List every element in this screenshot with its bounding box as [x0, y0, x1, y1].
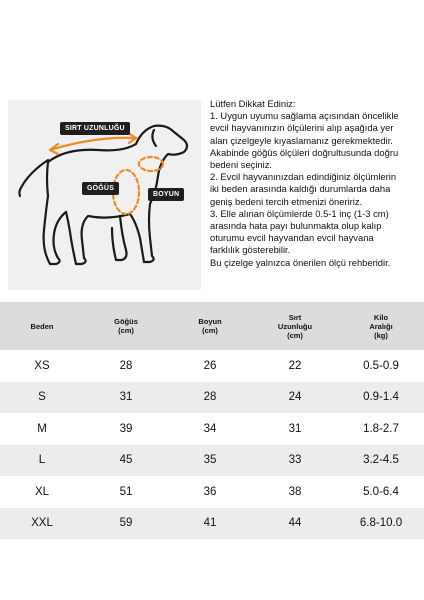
- table-row: XS 28 26 22 0.5-0.9: [0, 350, 424, 382]
- header-neck: Boyun (cm): [198, 317, 222, 335]
- cell-chest: 51: [119, 485, 133, 498]
- notes-line: geniş bedeni tercih etmenizi öneririz.: [210, 195, 363, 207]
- notes-line: Bu çizelge yalnızca önerilen ölçü rehber…: [210, 256, 391, 268]
- cell-weight: 6.8-10.0: [359, 517, 403, 530]
- cell-back-length: 31: [288, 422, 302, 435]
- cell-neck: 28: [203, 391, 217, 404]
- cell-neck: 26: [203, 359, 217, 372]
- cell-weight: 3.2-4.5: [363, 454, 399, 467]
- cell-back-length: 33: [288, 454, 302, 467]
- cell-chest: 39: [119, 422, 133, 435]
- table-body: XS 28 26 22 0.5-0.9 S 31 28 24 0.9-1.4 M…: [0, 350, 424, 539]
- cell-back-length: 38: [288, 485, 302, 498]
- dog-measurement-diagram: SIRT UZUNLUĞU GÖĞÜS BOYUN: [8, 100, 201, 290]
- header-size: Beden: [30, 321, 54, 331]
- cell-size: XL: [34, 485, 50, 498]
- cell-size: XS: [34, 359, 50, 372]
- cell-chest: 45: [119, 454, 133, 467]
- table-row: XL 51 36 38 5.0-6.4: [0, 476, 424, 508]
- notes-title: Lütfen Dikkat Ediniz:: [210, 98, 296, 109]
- notes-line: 2. Evcil hayvanınızdan edindiğiniz ölçüm…: [210, 171, 397, 183]
- notes-line: 1. Uygun uyumu sağlama açısından öncelik…: [210, 110, 399, 122]
- table-row: L 45 35 33 3.2-4.5: [0, 444, 424, 476]
- notes-line: oturumu evcil hayvandan evcil hayvana: [210, 232, 374, 244]
- notes-line: iki beden arasında kaldığı durumlarda da…: [210, 183, 391, 195]
- cell-back-length: 44: [288, 517, 302, 530]
- cell-neck: 36: [203, 485, 217, 498]
- cell-neck: 41: [203, 517, 217, 530]
- cell-weight: 0.9-1.4: [363, 391, 399, 404]
- cell-chest: 59: [119, 517, 133, 530]
- cell-size: XXL: [31, 517, 53, 530]
- notes-line: farklılık gösterebilir.: [210, 244, 291, 256]
- neck-tag: BOYUN: [148, 188, 185, 201]
- size-chart-table: Beden Göğüs (cm) Boyun (cm) Sırt Uzunluğ…: [0, 302, 424, 539]
- header-weight-range: Kilo Aralığı (kg): [369, 312, 393, 340]
- header-row: Beden Göğüs (cm) Boyun (cm) Sırt Uzunluğ…: [0, 302, 424, 350]
- chest-tag: GÖĞÜS: [82, 182, 120, 195]
- cell-size: L: [38, 454, 46, 467]
- header-chest: Göğüs (cm): [114, 317, 138, 335]
- cell-size: M: [37, 422, 47, 435]
- header-back-length: Sırt Uzunluğu (cm): [277, 312, 313, 340]
- table-row: S 31 28 24 0.9-1.4: [0, 381, 424, 413]
- table-row: XXL 59 41 44 6.8-10.0: [0, 507, 424, 539]
- cell-neck: 34: [203, 422, 217, 435]
- notes-line: arasında hata payı bulunmakta olup kalıp: [210, 220, 382, 232]
- cell-weight: 5.0-6.4: [363, 485, 399, 498]
- cell-chest: 28: [119, 359, 133, 372]
- measurement-notes: Lütfen Dikkat Ediniz: 1. Uygun uyumu sağ…: [210, 98, 420, 269]
- notes-line: evcil hayvanınızın ölçülerini alıp aşağı…: [210, 122, 394, 134]
- back-length-tag: SIRT UZUNLUĞU: [60, 122, 130, 135]
- cell-chest: 31: [119, 391, 133, 404]
- notes-line: bedeni seçiniz.: [210, 159, 273, 171]
- table-header: Beden Göğüs (cm) Boyun (cm) Sırt Uzunluğ…: [0, 302, 424, 350]
- cell-size: S: [38, 391, 46, 404]
- cell-back-length: 24: [288, 391, 302, 404]
- cell-back-length: 22: [288, 359, 302, 372]
- cell-weight: 1.8-2.7: [363, 422, 399, 435]
- notes-line: Akabinde göğüs ölçüleri doğrultusunda do…: [210, 146, 399, 158]
- cell-weight: 0.5-0.9: [363, 359, 399, 372]
- notes-line: alan çizelgeyle kıyaslamanız gerekmekted…: [210, 134, 393, 146]
- cell-neck: 35: [203, 454, 217, 467]
- table-row: M 39 34 31 1.8-2.7: [0, 413, 424, 445]
- notes-line: 3. Elle alınan ölçümlerde 0.5-1 inç (1-3…: [210, 207, 389, 219]
